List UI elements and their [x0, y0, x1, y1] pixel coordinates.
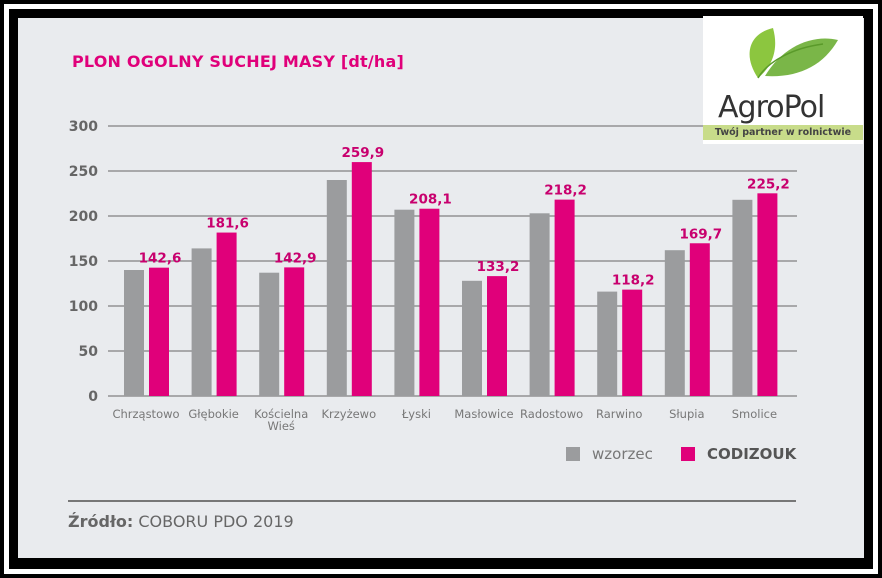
data-label: 118,2 — [612, 273, 655, 289]
bar-codizouk — [554, 199, 575, 396]
bar-wzorzec — [732, 199, 753, 396]
source-note: Źródło: COBORU PDO 2019 — [68, 512, 294, 531]
bar-wzorzec — [326, 180, 347, 396]
x-tick-label: Kościelna — [254, 407, 308, 421]
y-tick-label: 100 — [69, 299, 98, 315]
legend-label: CODIZOUK — [707, 445, 797, 463]
agropol-logo: AgroPol Twój partner w rolnictwie — [703, 16, 863, 144]
data-label: 259,9 — [341, 145, 384, 161]
data-label: 169,7 — [679, 226, 722, 242]
x-tick-label: Słupia — [669, 407, 704, 421]
legend-swatch — [681, 447, 695, 461]
y-tick-label: 300 — [69, 119, 98, 135]
data-label: 142,6 — [139, 251, 182, 267]
data-label: 181,6 — [206, 216, 249, 232]
x-tick-label: Rarwino — [596, 407, 642, 421]
data-label: 218,2 — [544, 183, 587, 199]
bar-wzorzec — [529, 213, 550, 396]
bar-codizouk — [689, 243, 710, 396]
y-tick-label: 250 — [69, 164, 98, 180]
x-tick-label: Smolice — [732, 407, 777, 421]
bar-codizouk — [419, 208, 440, 396]
y-tick-label: 50 — [79, 344, 99, 360]
bar-codizouk — [149, 267, 169, 396]
y-tick-label: 0 — [88, 389, 98, 405]
bar-codizouk — [216, 232, 237, 396]
legend-label: wzorzec — [592, 445, 653, 463]
source-label: Źródło: — [68, 512, 134, 531]
bar-wzorzec — [124, 270, 144, 396]
x-tick-label: Krzyżewo — [321, 407, 376, 421]
y-tick-label: 150 — [69, 254, 98, 270]
logo-name: AgroPol — [718, 90, 825, 125]
chart-title: PLON OGOLNY SUCHEJ MASY [dt/ha] — [72, 52, 405, 71]
data-label: 133,2 — [477, 259, 520, 275]
bar-wzorzec — [394, 209, 415, 396]
data-label: 142,9 — [274, 250, 317, 266]
leaf-icon — [749, 28, 838, 79]
bar-wzorzec — [597, 291, 618, 396]
data-label: 225,2 — [747, 176, 790, 192]
bar-wzorzec — [191, 248, 212, 396]
y-tick-label: 200 — [69, 209, 98, 225]
bar-wzorzec — [462, 280, 482, 396]
x-tick-label: Łyski — [401, 407, 431, 421]
x-tick-label: Radostowo — [520, 407, 583, 421]
legend-swatch — [566, 447, 580, 461]
bar-codizouk — [351, 162, 372, 396]
x-tick-label: Chrząstowo — [112, 407, 179, 421]
bar-codizouk — [284, 267, 305, 396]
divider — [68, 500, 796, 502]
x-tick-label: Wieś — [268, 419, 295, 433]
bar-wzorzec — [259, 272, 280, 396]
bar-codizouk — [487, 276, 507, 396]
legend-item-codizouk: CODIZOUK — [681, 445, 796, 463]
x-tick-label: Masłowice — [454, 407, 513, 421]
logo-tagline: Twój partner w rolnictwie — [703, 125, 863, 140]
legend-item-wzorzec: wzorzec — [566, 445, 653, 463]
source-text: COBORU PDO 2019 — [138, 512, 294, 531]
bar-codizouk — [757, 193, 778, 396]
bar-wzorzec — [664, 250, 685, 396]
data-label: 208,1 — [409, 192, 452, 208]
x-tick-label: Głębokie — [188, 407, 239, 421]
bar-codizouk — [622, 289, 643, 396]
